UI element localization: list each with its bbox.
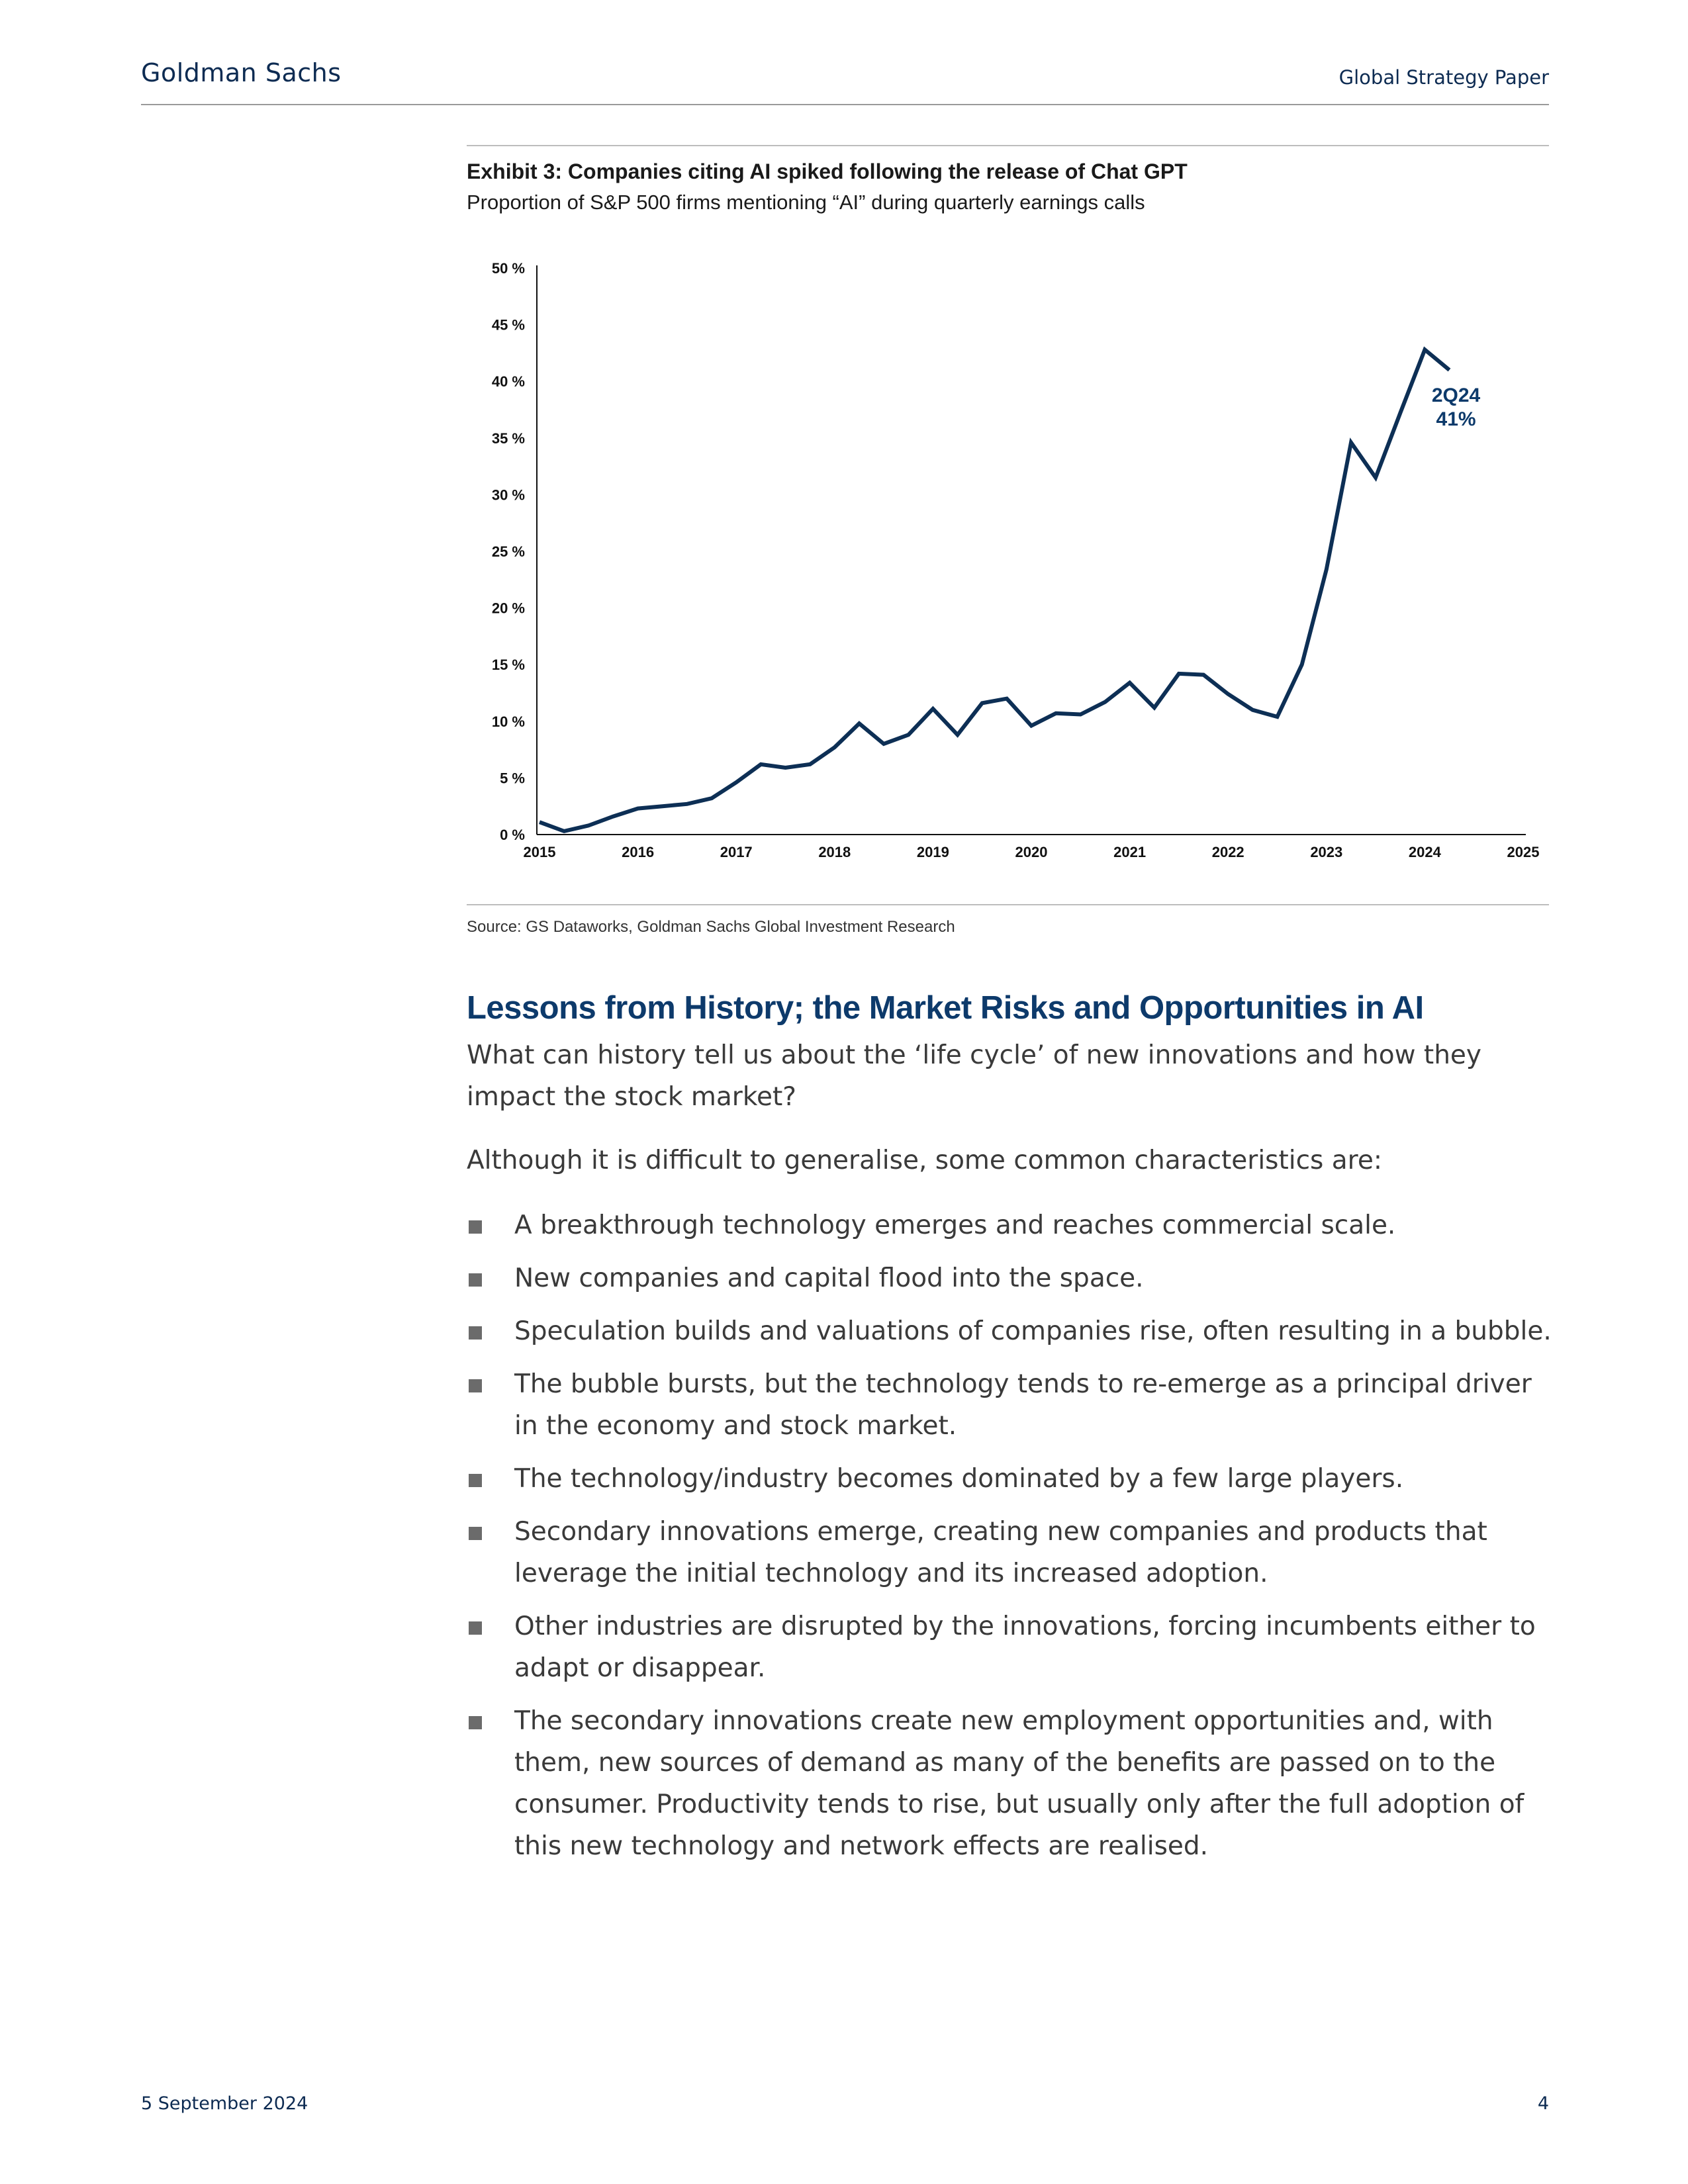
series-line [538,346,1451,834]
data-point [539,822,540,823]
list-item: The secondary innovations create new emp… [467,1700,1559,1867]
data-point [662,806,663,807]
data-point [785,767,786,768]
characteristics-list: A breakthrough technology emerges and re… [467,1205,1559,1878]
data-point [686,803,687,804]
data-point [613,816,614,817]
y-tick-label: 40 % [492,373,525,390]
data-point [1400,413,1401,414]
list-item: Other industries are disrupted by the in… [467,1606,1559,1689]
x-tick-label: 2018 [818,844,851,860]
list-item-text: The bubble bursts, but the technology te… [514,1369,1532,1441]
exhibit-subtitle: Proportion of S&P 500 firms mentioning “… [467,191,1145,214]
square-bullet-icon [469,1716,482,1729]
data-point [834,747,835,748]
data-point [1178,673,1179,674]
x-tick-label: 2020 [1015,844,1048,860]
exhibit-bottom-divider [467,904,1549,905]
x-tick-label: 2025 [1507,844,1540,860]
exhibit-title: Exhibit 3: Companies citing AI spiked fo… [467,159,1188,183]
page-number: 4 [1537,2093,1549,2114]
square-bullet-icon [469,1220,482,1234]
list-item: New companies and capital flood into the… [467,1257,1559,1299]
square-bullet-icon [469,1527,482,1540]
x-tick-label: 2017 [720,844,753,860]
x-tick-label: 2024 [1409,844,1442,860]
square-bullet-icon [469,1326,482,1340]
y-tick-label: 35 % [492,430,525,447]
data-point [1031,725,1032,726]
data-point [1326,569,1327,570]
x-tick-label: 2023 [1310,844,1342,860]
section-heading: Lessons from History; the Market Risks a… [467,990,1424,1026]
data-point [1277,716,1278,717]
annotation-label: 2Q24 [1432,385,1481,406]
exhibit-source: Source: GS Dataworks, Goldman Sachs Glob… [467,918,955,936]
list-item-text: The technology/industry becomes dominate… [514,1464,1404,1494]
x-tick-label: 2019 [917,844,949,860]
x-tick-label: 2021 [1113,844,1146,860]
data-point [588,825,589,826]
data-point [1129,682,1130,683]
y-tick-label: 30 % [492,486,525,503]
list-item: Speculation builds and valuations of com… [467,1310,1559,1352]
data-point [1449,370,1450,371]
data-point [1080,714,1081,715]
list-item: The technology/industry becomes dominate… [467,1458,1559,1500]
y-tick-label: 0 % [500,827,525,843]
x-tick-label: 2016 [622,844,654,860]
list-item-text: Secondary innovations emerge, creating n… [514,1517,1487,1588]
list-item: Secondary innovations emerge, creating n… [467,1511,1559,1594]
y-tick-label: 50 % [492,260,525,277]
y-tick-label: 25 % [492,543,525,560]
data-point [637,808,638,809]
data-point [1252,709,1253,710]
annotation-value: 41% [1436,408,1476,430]
data-point [1203,674,1204,675]
y-tick-label: 5 % [500,770,525,786]
y-tick-label: 20 % [492,600,525,617]
x-tick-label: 2015 [524,844,556,860]
brand-name: Goldman Sachs [141,58,342,87]
list-item-text: The secondary innovations create new emp… [514,1706,1524,1861]
exhibit-top-divider [467,145,1549,146]
line-chart: 0 % 5 % 10 % 15 % 20 % 25 % 30 % 35 % 40 % 45 % 50… [492,260,1540,860]
header-divider [141,104,1549,105]
square-bullet-icon [469,1379,482,1392]
document-type: Global Strategy Paper [1338,66,1549,89]
list-item-text: Other industries are disrupted by the in… [514,1612,1536,1683]
y-tick-label: 10 % [492,713,525,730]
intro-paragraph: What can history tell us about the ‘life… [467,1040,1481,1112]
list-item-text: A breakthrough technology emerges and re… [514,1210,1396,1240]
data-point [736,782,737,783]
square-bullet-icon [469,1621,482,1635]
x-tick-label: 2022 [1212,844,1244,860]
y-tick-label: 15 % [492,657,525,673]
list-item-text: New companies and capital flood into the… [514,1263,1144,1293]
data-point [1350,442,1351,443]
data-point [1006,698,1007,699]
list-item: A breakthrough technology emerges and re… [467,1205,1559,1246]
square-bullet-icon [469,1474,482,1487]
y-tick-label: 45 % [492,317,525,334]
square-bullet-icon [469,1273,482,1287]
publication-date: 5 September 2024 [141,2093,308,2114]
data-point [1301,664,1302,665]
list-item: The bubble bursts, but the technology te… [467,1363,1559,1447]
list-item-text: Speculation builds and valuations of com… [514,1316,1552,1346]
lead-paragraph: Although it is difficult to generalise, … [467,1146,1382,1175]
